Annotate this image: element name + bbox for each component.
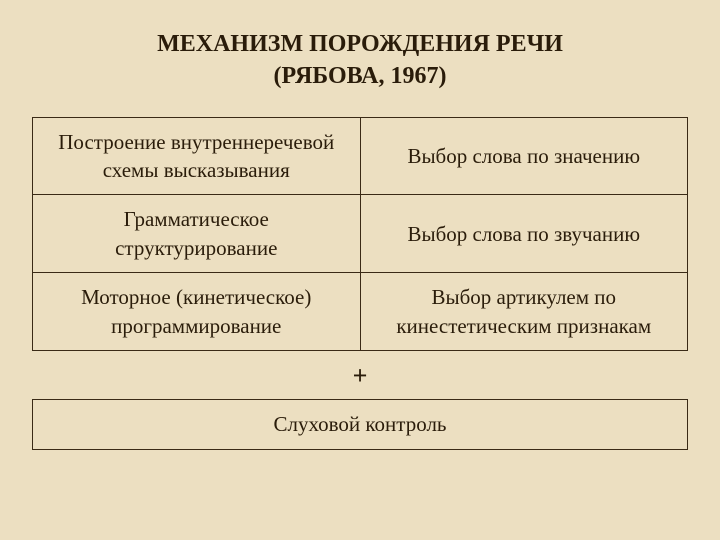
table-cell-left: Построение внутреннеречевой схемы высказ…: [33, 117, 361, 195]
table-row: Моторное (кинетическое) программирование…: [33, 273, 688, 351]
table-cell-left: Моторное (кинетическое) программирование: [33, 273, 361, 351]
table-row: Построение внутреннеречевой схемы высказ…: [33, 117, 688, 195]
table-cell-right: Выбор слова по значению: [360, 117, 688, 195]
table-cell-right: Выбор слова по звучанию: [360, 195, 688, 273]
page-title: МЕХАНИЗМ ПОРОЖДЕНИЯ РЕЧИ (РЯБОВА, 1967): [32, 28, 688, 93]
footer-box: Слуховой контроль: [32, 399, 688, 450]
title-line-1: МЕХАНИЗМ ПОРОЖДЕНИЯ РЕЧИ: [157, 31, 563, 57]
title-line-2: (РЯБОВА, 1967): [32, 60, 688, 92]
footer-text: Слуховой контроль: [273, 412, 446, 436]
plus-symbol: +: [32, 361, 688, 391]
table-cell-right: Выбор артикулем по кинестетическим призн…: [360, 273, 688, 351]
table-cell-left: Грамматическое структурирование: [33, 195, 361, 273]
table-row: Грамматическое структурирование Выбор сл…: [33, 195, 688, 273]
main-table: Построение внутреннеречевой схемы высказ…: [32, 117, 688, 351]
